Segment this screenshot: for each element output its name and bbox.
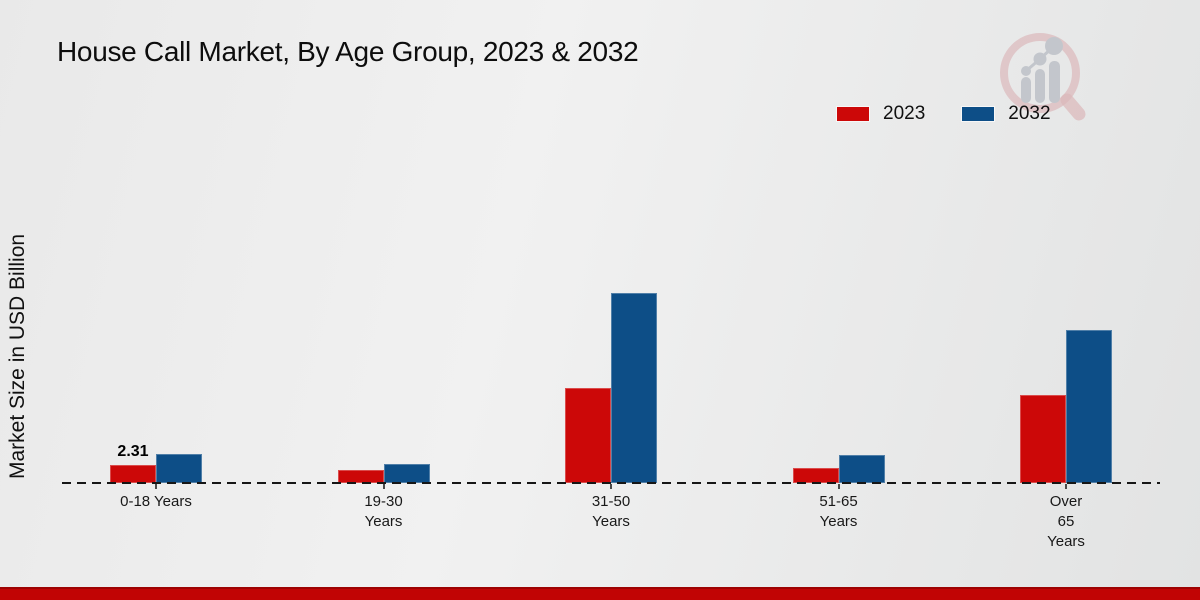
bar-2032-2 [611,293,657,483]
legend-label-2032: 2032 [1008,103,1051,124]
bar-2032-1 [383,464,430,483]
footer-bar [0,587,1200,600]
x-tick-label: 31-50 Years [591,493,631,530]
bar-2032-4 [1066,329,1112,483]
bar-2023-1 [337,470,384,483]
x-tick [837,484,840,489]
bar-value-label: 2.31 [117,443,149,461]
x-tick [382,484,385,489]
x-tick-label: Over 65 Years [1047,493,1085,550]
bar-2023-3 [792,467,839,483]
legend: 2023 2032 [836,103,1051,125]
magnifier-bars-icon [1000,33,1086,121]
legend-swatch-2032 [961,106,996,122]
x-tick [610,484,612,489]
x-axis-baseline [62,482,1160,484]
legend-item-2023: 2023 [836,103,925,125]
bar-2023-2 [565,388,611,483]
chart-title: House Call Market, By Age Group, 2023 & … [57,36,639,67]
x-tick [155,484,157,489]
x-tick-label: 19-30 Years [364,493,403,530]
x-tick-label: 51-65 Years [819,493,858,530]
bar-2023-0 [110,465,156,483]
legend-label-2023: 2023 [883,103,926,124]
market-research-future-logo [992,25,1092,123]
bar-2032-3 [838,455,885,483]
x-tick-label: 0-18 Years [120,493,192,510]
x-tick [1065,484,1067,489]
bar-2023-4 [1020,394,1066,483]
legend-swatch-2023 [836,106,870,122]
legend-item-2032: 2032 [961,103,1051,125]
bar-2032-0 [156,453,202,483]
